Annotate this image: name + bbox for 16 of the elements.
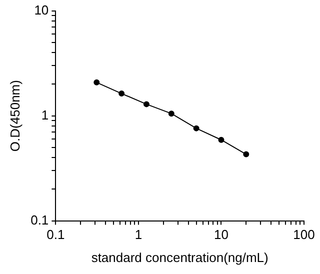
point: [193, 125, 200, 132]
y-tick-label: 0.1: [30, 212, 49, 228]
point: [94, 79, 100, 86]
x-tick-label: 10: [214, 227, 228, 242]
point: [243, 151, 250, 158]
point: [118, 90, 125, 97]
x-tick-label: 100: [293, 227, 315, 242]
y-axis-title: O.D(450nm): [7, 80, 22, 152]
x-tick-label: 1: [134, 227, 142, 242]
point: [168, 110, 174, 117]
point: [218, 136, 224, 143]
y-tick-label: 10: [34, 2, 49, 18]
point: [143, 101, 150, 108]
y-tick-label: 1: [41, 107, 49, 122]
x-tick-label: 0.1: [46, 227, 65, 242]
x-axis-title: standard concentration(ng/mL): [91, 250, 268, 265]
